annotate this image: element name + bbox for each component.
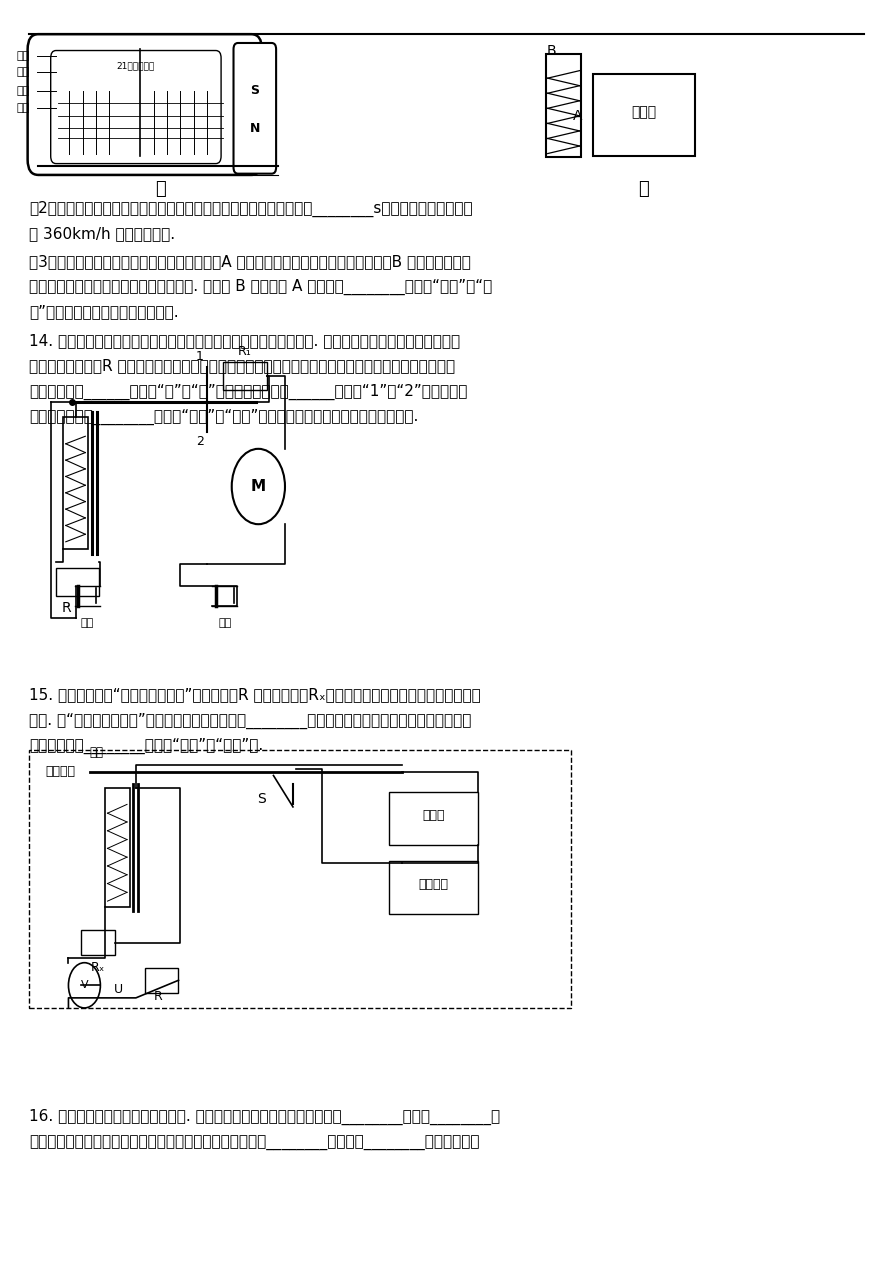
Text: 车厢: 车厢 — [16, 50, 29, 61]
Text: 工作电路: 工作电路 — [418, 878, 448, 891]
Bar — [388, 791, 478, 844]
Text: S: S — [256, 793, 265, 806]
Text: 14. 小明在乐购超市看到：电梯上有人时运动得快，没人时运动得慢. 如图是小明上网搜索到的这种电梯: 14. 小明在乐购超市看到：电梯上有人时运动得快，没人时运动得慢. 如图是小明上… — [29, 333, 461, 348]
Text: 电磁铁的磁性________（选填“增强”或“减弱”）.: 电磁铁的磁性________（选填“增强”或“减弱”）. — [29, 738, 263, 753]
Bar — [81, 930, 114, 955]
Text: 控制电路: 控制电路 — [46, 766, 75, 779]
Text: 16. 图所示是某同学连接的电逃电路. 当开关闭合后，电路被接通，电磁铁________，衡铁________，: 16. 图所示是某同学连接的电逃电路. 当开关闭合后，电路被接通，电磁铁____… — [29, 1108, 500, 1124]
Bar — [29, 751, 571, 1008]
Text: 1: 1 — [196, 350, 204, 362]
Text: 甲: 甲 — [155, 179, 166, 198]
Text: 线圈: 线圈 — [16, 103, 29, 114]
Bar — [223, 362, 267, 390]
Text: 衡铁: 衡铁 — [90, 746, 104, 760]
Bar — [593, 74, 695, 156]
Text: （2）如果列车在单向运行过程中，只停靠一站，那么，停靠时间约为________s（设磁悬浮列车全程均: （2）如果列车在单向运行过程中，只停靠一站，那么，停靠时间约为________s… — [29, 202, 473, 217]
Bar — [145, 968, 179, 993]
Text: 的部分控制电路（R 是一个压敏电阵），并进行了如下分析：有人走上电梯后，压敏电阵的阻値减小，电: 的部分控制电路（R 是一个压敏电阵），并进行了如下分析：有人走上电梯后，压敏电阵… — [29, 358, 455, 374]
Circle shape — [69, 963, 100, 1008]
Text: N: N — [250, 122, 260, 135]
Text: Rₓ: Rₓ — [90, 962, 104, 974]
Text: 2: 2 — [196, 435, 204, 448]
Bar — [56, 568, 98, 596]
Text: 电源: 电源 — [80, 618, 94, 628]
FancyBboxPatch shape — [233, 43, 276, 174]
Text: 使小锤敏击鈣碗发出声音，同时衡铁与螺钉脱离接触，电路________，电磁铁________，小锤在弹簧: 使小锤敏击鈣碗发出声音，同时衡铁与螺钉脱离接触，电路________，电磁铁__… — [29, 1136, 480, 1151]
Text: （紧靠铁轨上方）的电阻非常小的螺线管. 螺线管 B 与电磁铁 A 之间相互________（选填“排斥”或“吸: （紧靠铁轨上方）的电阻非常小的螺线管. 螺线管 B 与电磁铁 A 之间相互___… — [29, 279, 493, 295]
Text: R₁: R₁ — [238, 345, 252, 357]
Text: 车厢: 车厢 — [16, 86, 29, 96]
Text: 电磁铁: 电磁铁 — [631, 105, 656, 119]
Text: S: S — [250, 85, 259, 97]
Text: 磁铁的磁性变______（选填“强”或“弱”），使衡铁与触点______（选填“1”或“2”）接触，通: 磁铁的磁性变______（选填“强”或“弱”），使衡铁与触点______（选填“… — [29, 384, 468, 400]
Text: 轨道: 轨道 — [16, 67, 29, 77]
FancyBboxPatch shape — [51, 50, 221, 164]
Bar — [388, 861, 478, 914]
Text: 以 360km/h 的速度行驶）.: 以 360km/h 的速度行驶）. — [29, 226, 176, 241]
Bar — [104, 787, 129, 907]
Text: 引”），从而使列车悬浮在铁轨上方.: 引”），从而使列车悬浮在铁轨上方. — [29, 304, 179, 319]
Text: R: R — [62, 601, 71, 615]
Text: R: R — [154, 991, 163, 1003]
Text: 乙: 乙 — [638, 179, 649, 198]
Text: A: A — [573, 109, 582, 122]
Bar — [546, 54, 581, 158]
Text: U: U — [113, 983, 122, 996]
Circle shape — [232, 449, 285, 524]
Text: 电源: 电源 — [218, 618, 231, 628]
Text: 减小. 当“汽车超载记录价”工作时，电磁铁的上端为________极，当汽车超载时，电压表的示数增大，: 减小. 当“汽车超载记录价”工作时，电磁铁的上端为________极，当汽车超载… — [29, 713, 472, 729]
Text: 照相机: 照相机 — [421, 809, 445, 823]
Text: M: M — [251, 480, 266, 493]
Text: 15. 如图所示是某“汽车超载记录价”的原理图，R 为保护电阵，Rₓ为压敏电阵，其电阻値随压力的增大而: 15. 如图所示是某“汽车超载记录价”的原理图，R 为保护电阵，Rₓ为压敏电阵，… — [29, 688, 481, 703]
FancyBboxPatch shape — [28, 34, 262, 175]
Text: （3）图乙是另一种磁悬浮列车的设计原理图，A 是磁性稳定的电磁铁，安装在铁轨上，B 是安装在车身上: （3）图乙是另一种磁悬浮列车的设计原理图，A 是磁性稳定的电磁铁，安装在铁轨上，… — [29, 254, 472, 269]
Bar — [63, 418, 88, 549]
Text: B: B — [547, 43, 556, 58]
Text: 21世纪新上海: 21世纪新上海 — [117, 61, 155, 71]
Text: V: V — [80, 981, 88, 991]
Text: 过电动机的电流________（选填“变大”或“变小”），电动机转速变快，使电梯运动变快.: 过电动机的电流________（选填“变大”或“变小”），电动机转速变快，使电梯… — [29, 409, 419, 425]
